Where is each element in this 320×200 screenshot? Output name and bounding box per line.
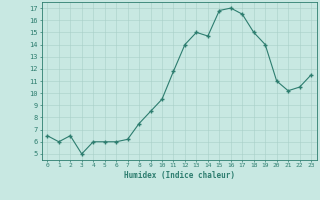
X-axis label: Humidex (Indice chaleur): Humidex (Indice chaleur) [124,171,235,180]
